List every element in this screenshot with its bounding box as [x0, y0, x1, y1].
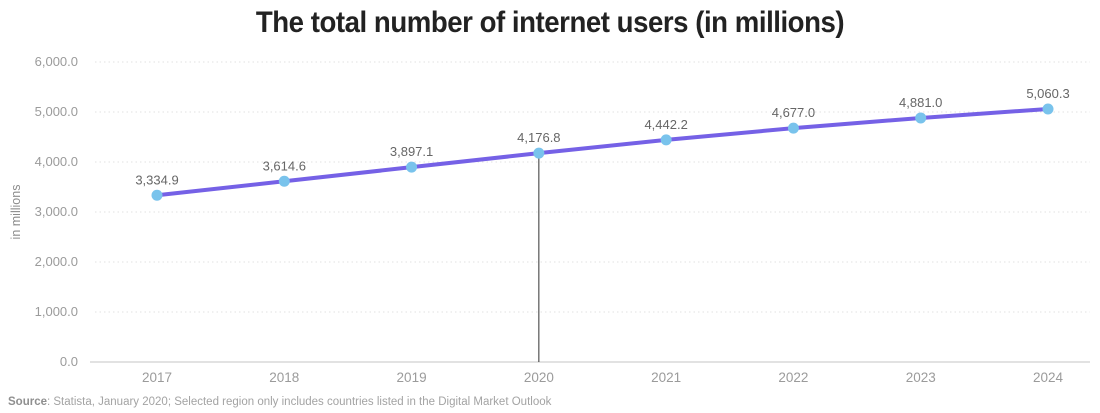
source-caption: Source: Statista, January 2020; Selected…	[8, 396, 551, 408]
data-point-label: 3,897.1	[390, 144, 433, 159]
data-point-label: 3,334.9	[135, 172, 178, 187]
data-point-label: 4,442.2	[644, 117, 687, 132]
x-tick-label: 2022	[778, 370, 808, 385]
x-tick-label: 2021	[651, 370, 681, 385]
data-point-label: 4,881.0	[899, 95, 942, 110]
data-point-label: 4,677.0	[772, 105, 815, 120]
data-point[interactable]	[660, 134, 672, 146]
x-tick-label: 2017	[142, 370, 172, 385]
y-tick-label: 3,000.0	[35, 204, 78, 219]
data-point[interactable]	[406, 161, 418, 173]
x-tick-label: 2018	[269, 370, 299, 385]
data-point-label: 4,176.8	[517, 130, 560, 145]
y-tick-label: 6,000.0	[35, 54, 78, 69]
data-point[interactable]	[787, 122, 799, 134]
y-tick-label: 5,000.0	[35, 104, 78, 119]
data-point[interactable]	[915, 112, 927, 124]
y-tick-label: 2,000.0	[35, 254, 78, 269]
y-tick-label: 0.0	[60, 354, 78, 369]
series-line	[155, 106, 1050, 198]
source-label: Source	[8, 396, 47, 408]
y-axis-title: in millions	[9, 185, 23, 240]
x-tick-label: 2020	[524, 370, 554, 385]
data-point-label: 5,060.3	[1026, 86, 1069, 101]
x-tick-label: 2023	[906, 370, 936, 385]
chart-title: The total number of internet users (in m…	[255, 6, 845, 39]
data-point[interactable]	[278, 175, 290, 187]
data-point[interactable]	[533, 147, 545, 159]
data-point[interactable]	[151, 189, 163, 201]
y-tick-label: 1,000.0	[35, 304, 78, 319]
x-tick-label: 2024	[1033, 370, 1064, 385]
data-point[interactable]	[1042, 103, 1054, 115]
y-tick-label: 4,000.0	[35, 154, 78, 169]
data-point-label: 3,614.6	[263, 158, 306, 173]
x-tick-label: 2019	[397, 370, 427, 385]
source-text: : Statista, January 2020; Selected regio…	[47, 396, 552, 408]
